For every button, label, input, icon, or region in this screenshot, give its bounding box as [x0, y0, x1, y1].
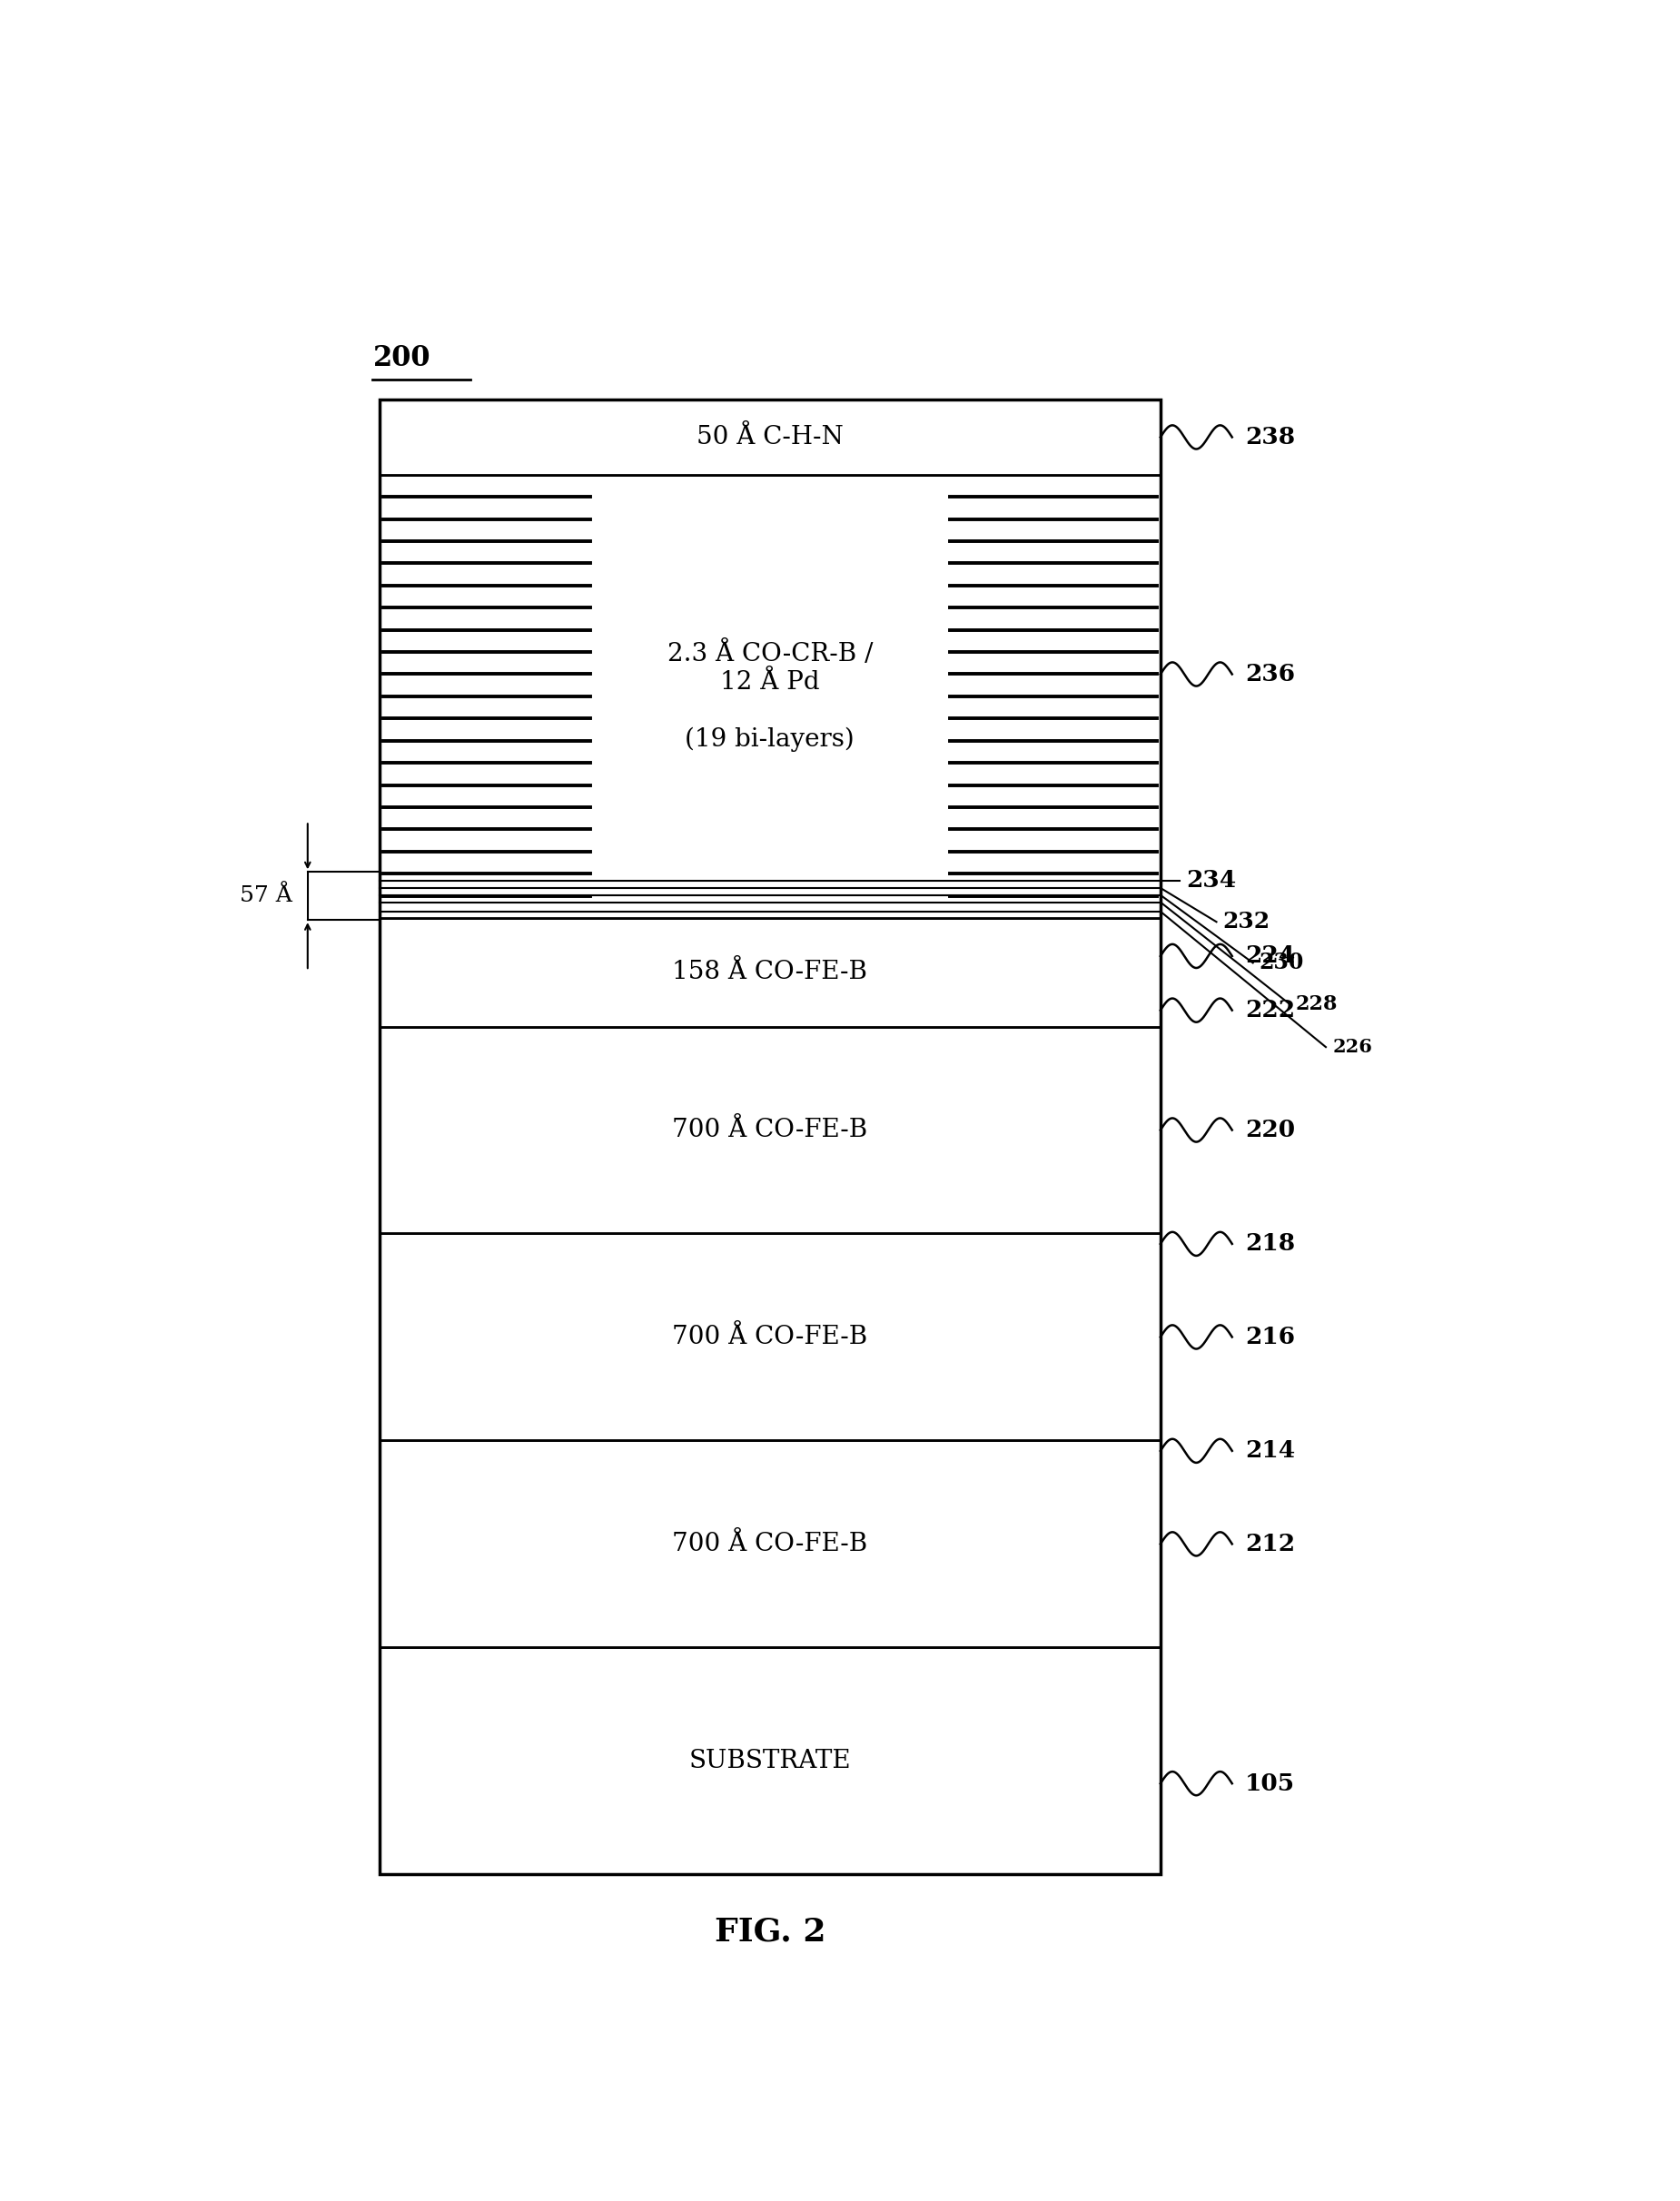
Text: 224: 224: [1245, 944, 1295, 968]
Text: FIG. 2: FIG. 2: [714, 1917, 825, 1948]
Bar: [380, 1233, 1161, 1439]
Text: 212: 212: [1245, 1532, 1295, 1556]
Text: 57 Å: 57 Å: [240, 885, 292, 907]
Text: SUBSTRATE: SUBSTRATE: [689, 1748, 852, 1774]
Text: 700 Å CO-FE-B: 700 Å CO-FE-B: [672, 1118, 867, 1142]
Text: 234: 234: [1186, 869, 1236, 891]
Bar: [380, 1026, 1161, 1233]
Text: 700 Å CO-FE-B: 700 Å CO-FE-B: [672, 1325, 867, 1349]
Text: 216: 216: [1245, 1325, 1295, 1349]
Text: 236: 236: [1245, 663, 1295, 685]
Text: 158 Å CO-FE-B: 158 Å CO-FE-B: [672, 960, 867, 984]
Text: 2.3 Å CO-CR-B /
12 Å Pd

(19 bi-layers): 2.3 Å CO-CR-B / 12 Å Pd (19 bi-layers): [667, 640, 872, 753]
Text: 700 Å CO-FE-B: 700 Å CO-FE-B: [672, 1532, 867, 1556]
Bar: [380, 401, 1161, 1875]
Text: 226: 226: [1332, 1039, 1373, 1056]
Bar: [380, 401, 1161, 475]
Text: 105: 105: [1245, 1772, 1295, 1794]
Bar: [380, 1649, 1161, 1875]
Text: 200: 200: [373, 343, 430, 372]
Text: 228: 228: [1295, 995, 1337, 1015]
Bar: [380, 475, 1161, 918]
Text: 214: 214: [1245, 1439, 1295, 1461]
Text: 50 Å C-H-N: 50 Å C-H-N: [697, 425, 843, 449]
Bar: [380, 1439, 1161, 1649]
Text: 238: 238: [1245, 425, 1295, 449]
Text: 232: 232: [1223, 911, 1270, 933]
Text: 230: 230: [1260, 953, 1304, 973]
Text: 222: 222: [1245, 999, 1295, 1021]
Bar: [380, 918, 1161, 1026]
Text: 218: 218: [1245, 1233, 1295, 1255]
Text: 220: 220: [1245, 1118, 1295, 1142]
